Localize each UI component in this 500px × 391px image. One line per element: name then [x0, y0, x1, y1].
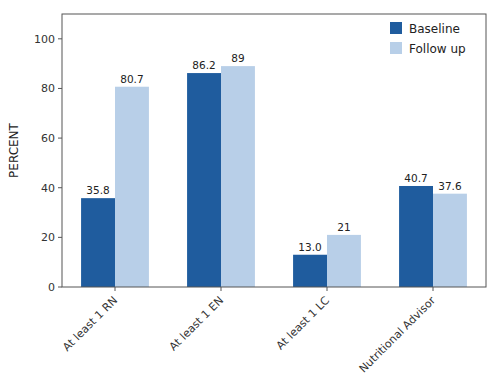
y-tick-label: 60	[41, 132, 55, 145]
data-label: 40.7	[404, 172, 427, 184]
bar	[221, 66, 255, 287]
data-label: 86.2	[192, 59, 215, 71]
chart-svg: 35.8 86.2 13.0 40.7 80.7 89 21 37.6 0 20 40 60 80 100…	[0, 0, 500, 391]
y-tick	[58, 88, 62, 89]
y-tick	[58, 287, 62, 288]
y-tick	[58, 187, 62, 188]
x-tick-label: At least 1 EN	[167, 294, 226, 353]
bars	[81, 66, 467, 287]
legend-swatch	[390, 42, 402, 54]
x-tick-label: At least 1 RN	[60, 294, 120, 354]
bar	[187, 73, 221, 287]
data-label: 21	[337, 221, 350, 233]
bar	[293, 255, 327, 287]
x-tick	[115, 287, 116, 291]
y-tick-label: 100	[34, 33, 55, 46]
x-tick-label: Nutritional Advisor	[357, 294, 439, 376]
chart-container: 35.8 86.2 13.0 40.7 80.7 89 21 37.6 0 20 40 60 80 100…	[0, 0, 500, 391]
bar	[399, 186, 433, 287]
y-tick	[58, 38, 62, 39]
bar	[433, 194, 467, 287]
y-tick	[58, 237, 62, 238]
y-axis-label: PERCENT	[7, 122, 21, 177]
data-label: 35.8	[86, 184, 109, 196]
y-tick	[58, 138, 62, 139]
bar	[327, 235, 361, 287]
y-tick-label: 20	[41, 231, 55, 244]
legend: Baseline Follow up	[390, 22, 466, 56]
legend-label: Baseline	[409, 22, 460, 36]
y-tick-label: 40	[41, 182, 55, 195]
legend-swatch	[390, 22, 402, 34]
legend-label: Follow up	[409, 42, 466, 56]
y-tick-label: 0	[48, 281, 55, 294]
bar	[81, 198, 115, 287]
x-tick	[433, 287, 434, 291]
data-label: 37.6	[438, 180, 462, 192]
x-tick-label: At least 1 LC	[274, 294, 333, 353]
data-label: 13.0	[298, 241, 321, 253]
x-tick	[221, 287, 222, 291]
data-label: 89	[231, 52, 244, 64]
plot-frame	[62, 14, 486, 287]
y-tick-label: 80	[41, 82, 55, 95]
bar	[115, 87, 149, 287]
x-tick	[327, 287, 328, 291]
data-label: 80.7	[120, 73, 143, 85]
